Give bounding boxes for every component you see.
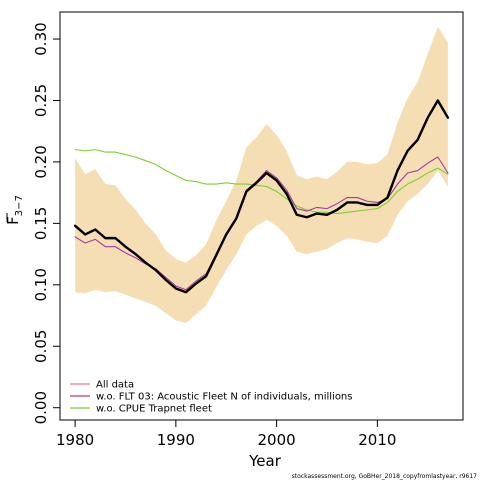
y-tick-label-2: 0.10 [32,268,50,301]
legend-label-1: w.o. FLT 03: Acoustic Fleet N of individ… [96,392,352,403]
y-tick-label-6: 0.30 [32,22,50,55]
footer-note: stockassessment.org, GoBHer_2018_copyfro… [292,473,478,480]
series-line-0 [73,99,450,294]
y-tick-label-1: 0.05 [32,330,50,363]
y-tick-label-4: 0.20 [32,145,50,178]
y-axis-title: F3−7 [4,195,25,225]
svg-text:F3−7: F3−7 [4,195,25,225]
x-tick-label-2010: 2010 [358,431,396,449]
y-axis-title-main: F [4,216,22,225]
legend-label-2: w.o. CPUE Trapnet fleet [96,404,212,415]
confidence-band [75,26,448,323]
legend-label-0: All data [96,380,134,391]
plot-frame [59,11,464,421]
x-axis: 1980 1990 2000 2010 [56,420,396,449]
y-axis: 0.00 0.05 0.10 0.15 0.20 0.25 0.30 [32,22,60,424]
confidence-band-layer [75,26,448,323]
series-layer [73,99,450,294]
y-axis-title-sub: 3−7 [14,195,25,216]
y-tick-label-3: 0.15 [32,207,50,240]
y-tick-label-0: 0.00 [32,391,50,424]
x-axis-title: Year [248,452,282,470]
series-line-2 [74,149,449,215]
x-tick-label-1980: 1980 [56,431,94,449]
y-tick-label-5: 0.25 [32,84,50,117]
x-tick-label-1990: 1990 [157,431,195,449]
x-tick-label-2000: 2000 [258,431,296,449]
